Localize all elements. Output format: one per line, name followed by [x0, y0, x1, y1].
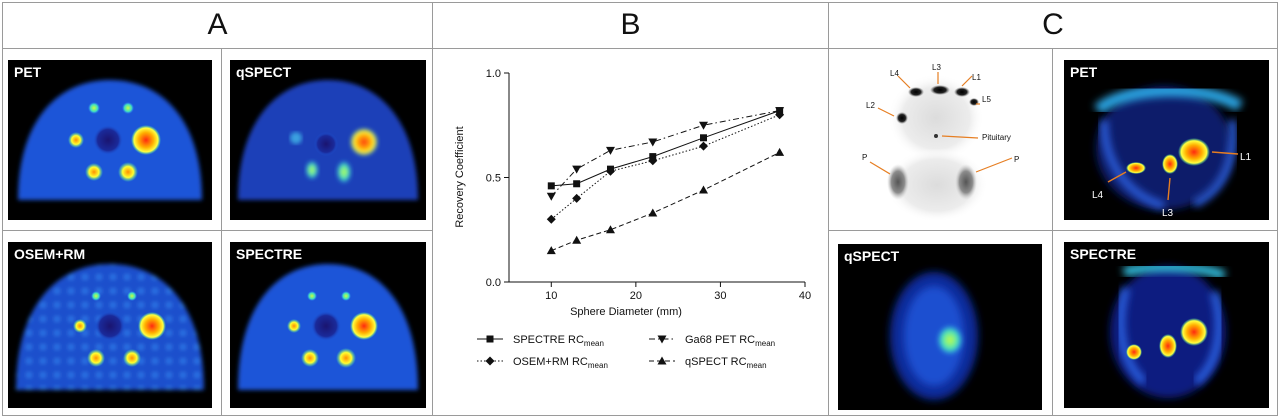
mip-label-pituitary: Pituitary: [982, 133, 1011, 142]
patient-pet-arrows: [1107, 151, 1239, 201]
legend-label-2: Ga68 PET RCmean: [685, 334, 775, 348]
x-tick-label: 30: [714, 290, 726, 302]
series-0-point: [700, 134, 708, 142]
header-divider: [2, 48, 1278, 49]
legend-marker-1: [485, 356, 495, 366]
series-2-point: [605, 146, 615, 155]
legend-marker-0: [486, 335, 494, 343]
patient-pet-label-l3: L3: [1162, 208, 1174, 219]
patient-spectre-image: [1110, 262, 1227, 398]
patient-pet-image: L1 L3 L4: [1092, 84, 1252, 219]
phantom-osem-image: [16, 264, 204, 390]
y-tick-label: 0.0: [486, 277, 501, 289]
phantom-qspect-label: qSPECT: [236, 64, 292, 80]
section-c-vdivider: [1052, 48, 1053, 416]
series-1-point: [699, 141, 709, 151]
mip-label-l5: L5: [982, 95, 991, 104]
mip-panel: L4 L3 L1 L2 L5 Pituitary P P: [840, 58, 1040, 222]
patient-qspect-label: qSPECT: [844, 248, 900, 264]
patient-pet-label: PET: [1070, 64, 1098, 80]
section-c-hdivider: [829, 230, 1277, 231]
mip-label-p-right: P: [1014, 155, 1019, 164]
patient-pet-label-l1: L1: [1240, 152, 1252, 163]
mip-image: L4 L3 L1 L2 L5 Pituitary P P: [862, 63, 1019, 222]
legend-label-0: SPECTRE RCmean: [513, 334, 604, 348]
series-line-0: [551, 110, 780, 187]
series-0-point: [547, 182, 555, 190]
phantom-osem-label: OSEM+RM: [14, 246, 86, 262]
mip-label-l3: L3: [932, 63, 941, 72]
x-tick-label: 40: [799, 290, 811, 302]
phantom-pet-image: [18, 80, 202, 200]
phantom-pet-label: PET: [14, 64, 42, 80]
phantom-spectre-image: [238, 264, 418, 390]
series-2-point: [648, 138, 658, 147]
phantom-osem-panel: OSEM+RM: [8, 242, 212, 408]
section-b-heading: B: [620, 8, 641, 41]
series-3-point: [648, 208, 658, 217]
divider-ab: [432, 2, 433, 416]
legend-label-3: qSPECT RCmean: [685, 356, 767, 370]
series-0-point: [573, 180, 581, 188]
divider-bc: [828, 2, 829, 416]
x-tick-label: 20: [630, 290, 642, 302]
phantom-qspect-panel: qSPECT: [230, 60, 426, 220]
y-axis-label: Recovery Coefficient: [454, 126, 466, 227]
series-3-point: [775, 147, 785, 156]
x-tick-label: 10: [545, 290, 557, 302]
series-line-1: [550, 114, 780, 220]
section-a-vdivider: [221, 48, 222, 416]
series-2-point: [546, 192, 556, 201]
mip-label-l2: L2: [866, 101, 875, 110]
series-3-point: [546, 246, 556, 255]
legend-marker-3: [657, 356, 667, 365]
series-3-point: [572, 235, 582, 244]
series-1-point: [546, 214, 556, 224]
x-axis-label: Sphere Diameter (mm): [570, 306, 682, 318]
section-a-hdivider: [3, 230, 432, 231]
series-line-2: [550, 110, 780, 197]
series-2-point: [699, 121, 709, 130]
series-3-point: [699, 185, 709, 194]
section-a-heading: A: [207, 8, 228, 41]
mip-arrows: [869, 72, 1013, 175]
y-tick-label: 0.5: [486, 173, 501, 185]
patient-spectre-label: SPECTRE: [1070, 246, 1137, 262]
legend-marker-2: [657, 335, 667, 344]
patient-qspect-panel: qSPECT: [838, 244, 1042, 410]
chart-legend: SPECTRE RCmean OSEM+RM RCmean Ga68 PET RCm…: [477, 334, 775, 370]
patient-spectre-panel: SPECTRE: [1064, 242, 1269, 408]
mip-label-l1: L1: [972, 73, 981, 82]
section-c-heading: C: [1042, 8, 1064, 41]
series-2-point: [572, 165, 582, 174]
legend-label-1: OSEM+RM RCmean: [513, 356, 608, 370]
series-1-point: [572, 193, 582, 203]
y-tick-label: 1.0: [486, 68, 501, 80]
phantom-spectre-label: SPECTRE: [236, 246, 303, 262]
patient-pet-label-l4: L4: [1092, 190, 1104, 201]
mip-label-p-left: P: [862, 153, 867, 162]
patient-qspect-image: [890, 272, 978, 400]
series-3-point: [605, 225, 615, 234]
recovery-chart: 10 20 30 40 0.0 0.5 1.0 Sphere Diameter (mm) R…: [454, 68, 811, 370]
phantom-spectre-panel: SPECTRE: [230, 242, 426, 408]
series-2-point: [775, 107, 785, 116]
phantom-pet-panel: PET: [8, 60, 212, 220]
mip-label-l4: L4: [890, 69, 899, 78]
phantom-qspect-image: [238, 80, 418, 200]
series-line-3: [551, 151, 780, 252]
patient-pet-panel: L1 L3 L4 PET: [1064, 60, 1269, 220]
series-1-point: [648, 156, 658, 166]
series-1-point: [605, 166, 615, 176]
